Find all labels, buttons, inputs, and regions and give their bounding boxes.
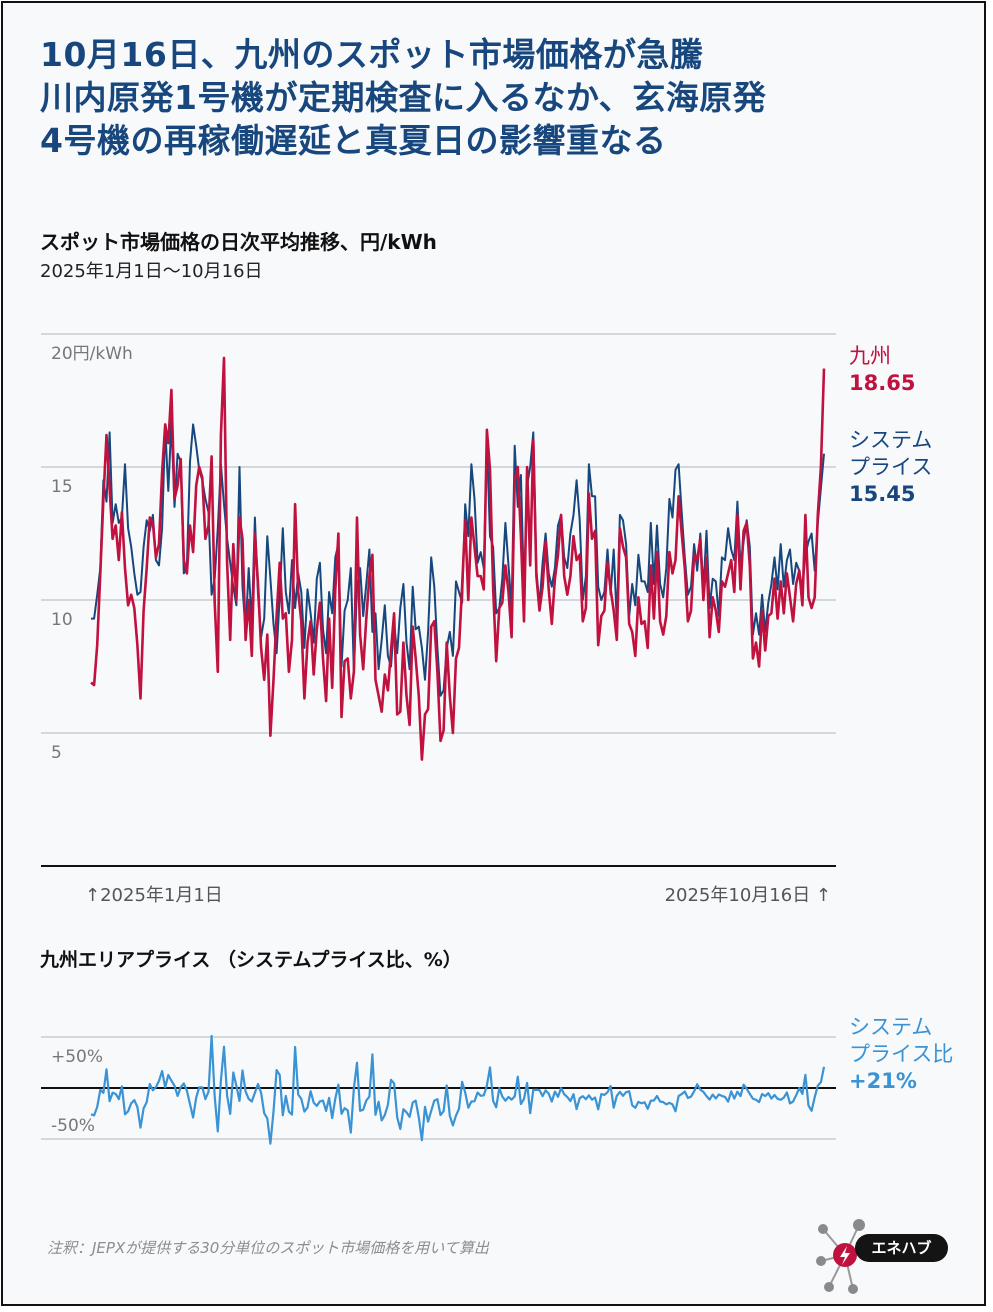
kyushu-legend: 九州 18.65 (849, 343, 915, 397)
system-legend-name-1: システム (849, 428, 933, 452)
end-date-label: 2025年10月16日 ↑ (665, 885, 831, 906)
ratio-tick-label: -50% (51, 1116, 95, 1136)
system-legend-name-2: プライス (849, 455, 933, 479)
ratio-tick-label: +50% (51, 1047, 103, 1067)
kyushu-legend-value: 18.65 (849, 371, 916, 395)
price-chart-period: 2025年1月1日〜10月16日 (40, 261, 263, 282)
ratio-line (90, 1034, 826, 1145)
ratio-chart-grid: +50% -50% (41, 1036, 836, 1140)
ratio-legend-name-1: システム (849, 1015, 933, 1039)
ratio-chart-lines (90, 1034, 826, 1145)
system-legend: システム プライス 15.45 (849, 427, 932, 508)
enehub-logo-icon (816, 1219, 865, 1294)
price-tick-label: 5 (51, 743, 62, 763)
price-tick-label: 10 (51, 610, 73, 630)
price-tick-label: 20円/kWh (51, 344, 133, 364)
headline: 10月16日、九州のスポット市場価格が急騰 川内原発1号機が定期検査に入るなか、… (40, 33, 970, 162)
price-chart: 20円/kWh 15 10 5 ↑2025年1月1日 2025年10月16日 ↑ (41, 333, 836, 906)
ratio-legend: システム プライス比 +21% (849, 1014, 953, 1095)
start-date-label: ↑2025年1月1日 (85, 885, 223, 906)
kyushu-price-line (90, 356, 826, 761)
kyushu-legend-name: 九州 (849, 344, 891, 368)
ratio-chart: +50% -50% (41, 1034, 836, 1145)
headline-line-2: 川内原発1号機が定期検査に入るなか、玄海原発 (40, 78, 767, 117)
enehub-logo-text: エネハブ (855, 1234, 948, 1262)
ratio-chart-title: 九州エリアプライス （システムプライス比、%） (40, 949, 462, 971)
price-chart-lines (90, 356, 826, 761)
system-legend-value: 15.45 (849, 482, 916, 506)
headline-line-1: 10月16日、九州のスポット市場価格が急騰 (40, 35, 704, 74)
headline-line-3: 4号機の再稼働遅延と真夏日の影響重なる (40, 121, 667, 160)
ratio-legend-name-2: プライス比 (849, 1042, 954, 1066)
ratio-legend-value: +21% (849, 1069, 917, 1093)
price-tick-label: 15 (51, 477, 73, 497)
price-chart-title: スポット市場価格の日次平均推移、円/kWh (40, 230, 437, 254)
footnote: 注釈：JEPXが提供する30分単位のスポット市場価格を用いて算出 (47, 1239, 489, 1257)
